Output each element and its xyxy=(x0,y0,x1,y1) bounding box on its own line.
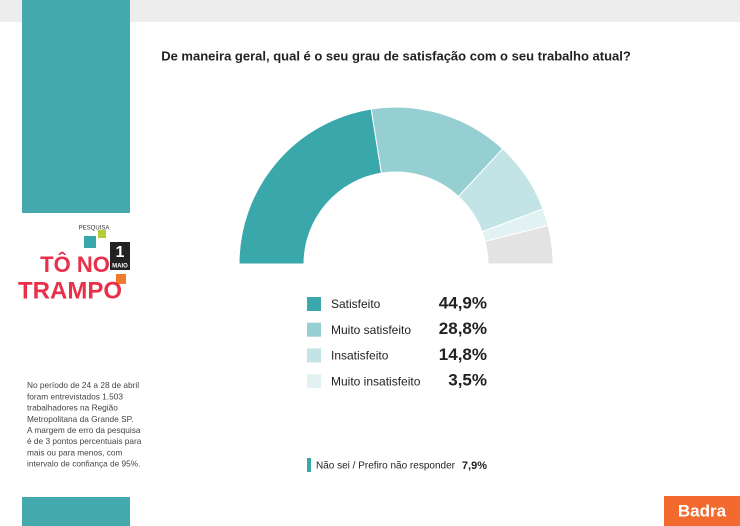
logo-badge xyxy=(110,242,130,270)
brand: Badra xyxy=(678,501,727,520)
donut-segment xyxy=(238,108,383,265)
chart-title: De maneira geral, qual é o seu grau de s… xyxy=(161,48,631,63)
legend-label: Insatisfeito xyxy=(331,349,389,363)
footnote-line: A margem de erro da pesquisa xyxy=(27,425,141,435)
value-label: 14,8% xyxy=(439,345,487,364)
logo-square xyxy=(98,230,106,238)
footnote-line: intervalo de confiança de 95%. xyxy=(27,459,140,469)
legend-swatch xyxy=(307,374,321,389)
side-block xyxy=(22,0,130,213)
logo-square xyxy=(84,236,96,248)
footnote-line: No período de 24 a 28 de abril xyxy=(27,380,139,390)
side-block-bottom xyxy=(22,497,130,526)
value-label: 7,9% xyxy=(462,460,487,472)
value-label: 44,9% xyxy=(439,293,487,312)
footnote-line: trabalhadores na Região xyxy=(27,403,118,413)
donut-segment xyxy=(484,224,554,265)
legend-label: Não sei / Prefiro não responder xyxy=(316,461,456,472)
legend-label: Satisfeito xyxy=(331,297,381,311)
brand-badge xyxy=(664,496,740,526)
legend-label: Muito satisfeito xyxy=(331,323,411,337)
footnote-line: foram entrevistados 1.503 xyxy=(27,391,123,401)
logo-badge-number: 1 xyxy=(116,244,125,261)
value-label: 28,8% xyxy=(439,319,487,338)
footnote-line: é de 3 pontos percentuais para xyxy=(27,436,142,446)
logo-badge-label: MAIO xyxy=(112,264,128,270)
legend-swatch xyxy=(307,322,321,337)
footnote-line: Metropolitana da Grande SP. xyxy=(27,414,133,424)
logo: PESQUISA TÔ NO TRAMPO 1 MAIO xyxy=(18,226,130,304)
logo-small: PESQUISA xyxy=(79,226,110,232)
legend-swatch xyxy=(307,458,311,472)
logo-line1: TÔ NO xyxy=(40,252,110,277)
value-label: 3,5% xyxy=(448,371,487,390)
legend-swatch xyxy=(307,348,321,363)
logo-square xyxy=(116,274,126,284)
legend-swatch xyxy=(307,297,321,311)
footnote-line: mais ou para menos, com xyxy=(27,447,123,457)
legend-label: Muito insatisfeito xyxy=(331,374,421,388)
top-bar xyxy=(0,0,740,22)
logo-line2: TRAMPO xyxy=(18,277,122,304)
